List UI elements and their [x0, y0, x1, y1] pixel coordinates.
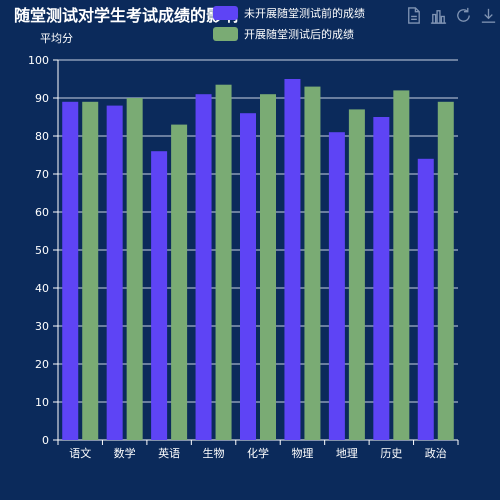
bar [106, 105, 123, 440]
bar [171, 124, 188, 440]
y-tick-label: 70 [35, 168, 49, 181]
legend: 未开展随堂测试前的成绩 开展随堂测试后的成绩 [213, 4, 365, 46]
bar [240, 113, 256, 440]
legend-label-after: 开展随堂测试后的成绩 [244, 27, 354, 41]
bar [328, 132, 345, 440]
bar [373, 117, 390, 440]
bar [126, 98, 143, 440]
y-tick-label: 10 [35, 396, 49, 409]
x-tick-label: 化学 [247, 446, 269, 460]
bar [215, 84, 232, 440]
y-tick-label: 40 [35, 282, 49, 295]
bar [260, 94, 276, 440]
y-tick-label: 0 [42, 434, 49, 447]
toolbox [404, 6, 498, 25]
bar [284, 79, 301, 440]
y-tick-label: 80 [35, 130, 49, 143]
bar [348, 109, 365, 441]
bar [437, 101, 454, 441]
x-tick-label: 历史 [380, 447, 402, 460]
x-tick-label: 生物 [203, 446, 225, 460]
bar-chart-icon[interactable] [429, 6, 448, 25]
y-tick-label: 50 [35, 244, 49, 257]
legend-swatch-after [213, 26, 238, 41]
legend-label-before: 未开展随堂测试前的成绩 [244, 6, 365, 20]
legend-swatch-before [213, 5, 238, 20]
bar [304, 86, 321, 440]
y-axis-label: 平均分 [40, 32, 73, 45]
bar [195, 94, 212, 440]
y-tick-label: 30 [35, 320, 49, 333]
bar [62, 101, 79, 441]
legend-item-after[interactable]: 开展随堂测试后的成绩 [213, 25, 365, 42]
x-tick-label: 物理 [291, 446, 313, 460]
y-tick-label: 90 [35, 92, 49, 105]
y-tick-label: 60 [35, 206, 49, 219]
x-tick-label: 数学 [114, 446, 136, 460]
bar [82, 101, 99, 441]
restore-icon[interactable] [454, 6, 473, 25]
chart-title: 随堂测试对学生考试成绩的影响 [14, 6, 239, 25]
y-tick-label: 100 [28, 54, 49, 67]
x-tick-label: 政治 [425, 446, 447, 460]
x-tick-label: 语文 [69, 446, 91, 460]
save-image-icon[interactable] [404, 6, 423, 25]
bar [393, 90, 410, 441]
bar [417, 158, 434, 441]
x-tick-label: 英语 [158, 446, 180, 460]
x-tick-label: 地理 [336, 447, 358, 460]
download-icon[interactable] [479, 6, 498, 25]
legend-item-before[interactable]: 未开展随堂测试前的成绩 [213, 4, 365, 21]
y-tick-label: 20 [35, 358, 49, 371]
bar [151, 151, 168, 440]
